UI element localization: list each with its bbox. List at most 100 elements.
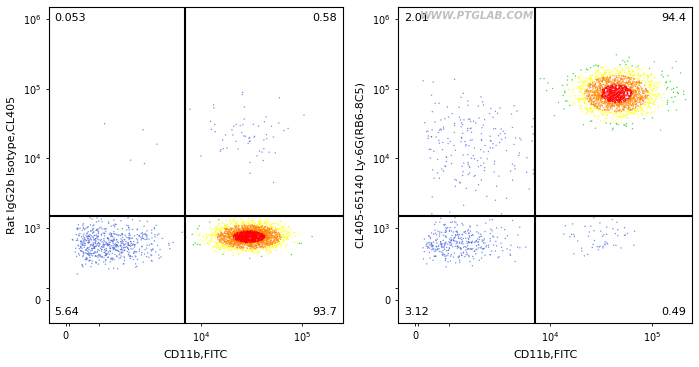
Point	[594, 85, 605, 91]
Point	[480, 165, 491, 171]
Point	[631, 79, 642, 84]
Point	[618, 95, 629, 101]
Point	[238, 240, 249, 246]
Point	[247, 220, 259, 226]
Point	[229, 236, 240, 242]
Point	[236, 130, 247, 135]
Point	[607, 90, 619, 95]
Point	[242, 240, 253, 246]
Point	[251, 230, 262, 236]
Point	[255, 232, 266, 238]
Point	[653, 103, 664, 109]
Point	[615, 100, 626, 106]
Point	[278, 233, 289, 239]
Point	[624, 102, 635, 108]
Point	[246, 234, 257, 240]
Point	[240, 236, 251, 242]
Point	[276, 232, 287, 237]
Point	[633, 86, 644, 91]
Point	[258, 244, 269, 250]
Point	[456, 240, 467, 246]
Point	[243, 229, 254, 235]
Point	[82, 251, 93, 257]
Point	[440, 255, 452, 261]
Point	[592, 97, 603, 102]
Point	[261, 230, 272, 236]
Point	[253, 219, 264, 225]
Point	[587, 88, 598, 94]
Point	[600, 93, 611, 99]
Point	[122, 248, 133, 254]
Point	[630, 88, 642, 94]
Point	[224, 248, 236, 254]
Point	[623, 102, 634, 108]
Point	[616, 97, 627, 102]
Point	[249, 134, 260, 140]
Point	[594, 84, 605, 90]
Point	[595, 106, 606, 112]
Point	[261, 237, 272, 243]
Point	[82, 240, 94, 246]
Point	[131, 264, 143, 269]
Point	[240, 225, 252, 231]
Point	[623, 86, 634, 92]
Point	[103, 239, 115, 245]
Point	[438, 168, 449, 174]
Point	[216, 237, 227, 243]
Point	[82, 245, 93, 251]
Point	[451, 229, 462, 235]
Point	[614, 102, 626, 108]
Point	[566, 77, 577, 83]
Point	[624, 54, 635, 60]
Point	[631, 81, 642, 87]
Point	[609, 112, 620, 117]
Point	[197, 238, 208, 244]
Point	[234, 230, 245, 236]
Point	[228, 218, 239, 224]
Point	[462, 128, 473, 134]
Point	[218, 245, 229, 251]
Point	[609, 92, 620, 98]
Point	[604, 109, 615, 115]
Point	[591, 95, 603, 101]
Point	[492, 234, 503, 240]
Point	[238, 233, 249, 239]
Point	[72, 226, 83, 232]
Point	[257, 242, 268, 248]
Point	[273, 120, 284, 126]
Point	[266, 224, 278, 229]
Point	[627, 98, 638, 104]
Point	[591, 87, 602, 93]
Point	[610, 91, 621, 97]
Point	[596, 83, 607, 89]
Point	[275, 234, 286, 240]
Point	[602, 74, 613, 80]
Point	[613, 96, 624, 102]
Point	[515, 137, 526, 143]
Point	[222, 240, 233, 246]
Point	[136, 237, 147, 243]
Point	[215, 227, 226, 233]
Point	[584, 91, 595, 97]
Point	[605, 88, 617, 94]
Point	[605, 79, 617, 85]
Point	[246, 237, 257, 243]
Point	[224, 235, 235, 240]
Point	[251, 229, 262, 235]
Point	[237, 240, 248, 246]
Point	[215, 228, 226, 234]
Point	[247, 235, 258, 241]
Point	[437, 251, 448, 257]
Point	[264, 226, 275, 232]
Point	[260, 233, 271, 239]
Point	[614, 100, 626, 106]
Point	[234, 237, 245, 243]
Point	[94, 225, 105, 231]
Point	[257, 229, 268, 235]
Point	[202, 240, 213, 246]
Point	[248, 232, 259, 238]
Point	[264, 231, 275, 237]
Point	[267, 233, 278, 239]
Point	[251, 239, 262, 244]
Point	[643, 103, 654, 109]
